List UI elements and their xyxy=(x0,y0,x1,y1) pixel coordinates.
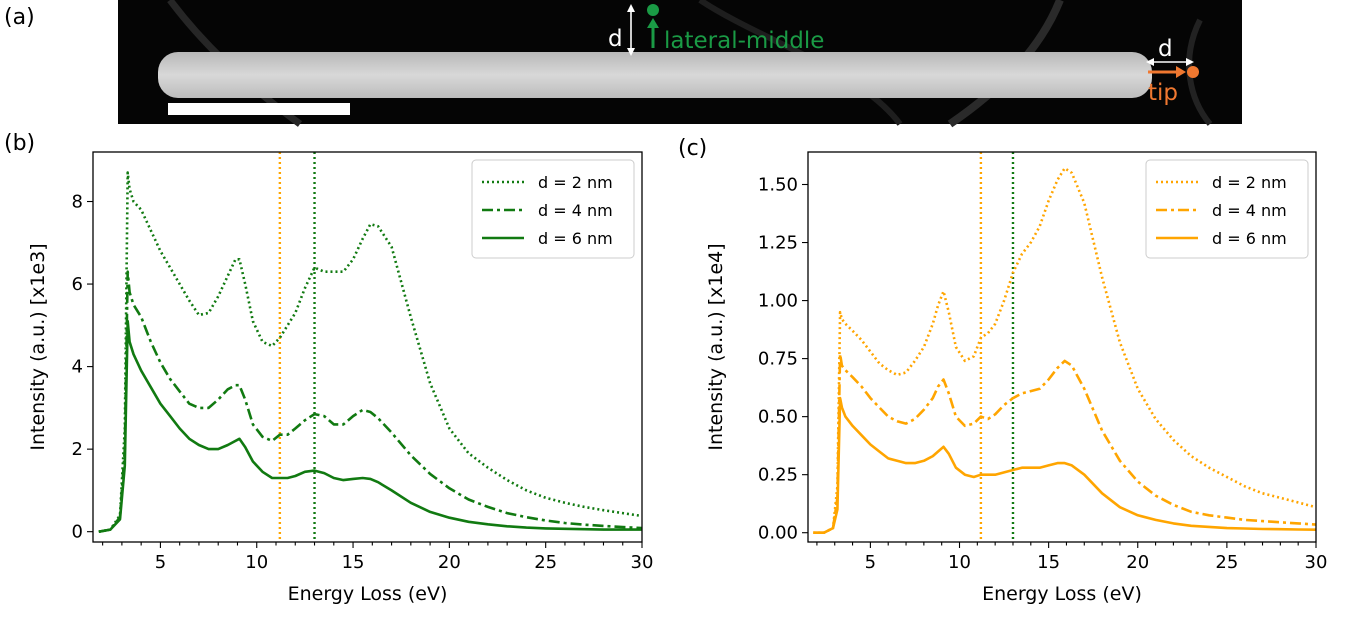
nanowire-rod xyxy=(158,52,1152,98)
chart-c-y-tick-label: 0.00 xyxy=(758,523,798,544)
chart-c-x-tick-label: 25 xyxy=(1215,552,1238,573)
lateral-middle-label: lateral-middle xyxy=(664,28,824,54)
chart-b-legend-entry-2: d = 4 nm xyxy=(538,201,613,220)
spectrum-chart-tip: 5 10 15 20 25 30 0.00 0.25 0.50 0.75 1.00 1.25 1.50 E… xyxy=(705,151,1328,605)
chart-b-series-line-2 xyxy=(98,270,643,533)
chart-b-axes-frame xyxy=(92,151,643,543)
chart-c-y-tick-label: 0.50 xyxy=(758,407,798,428)
chart-b-y-tick-label: 4 xyxy=(72,357,83,378)
chart-b-y-axis-label: Intensity (a.u.) [x1e3] xyxy=(27,243,49,450)
chart-c-series-line-3 xyxy=(813,396,1317,534)
arrow-head-icon xyxy=(627,48,635,56)
tip-probe-marker xyxy=(1187,66,1199,78)
arrow-right-icon xyxy=(1176,66,1186,78)
lateral-probe-marker xyxy=(647,4,659,16)
chart-c-y-tick-label: 1.50 xyxy=(758,175,798,196)
chart-b-y-tick-label: 2 xyxy=(72,439,83,460)
chart-c-x-tick-label: 30 xyxy=(1305,552,1328,573)
chart-b-legend-entry-3: d = 6 nm xyxy=(538,229,613,248)
panel-label-c: (c) xyxy=(678,136,707,161)
chart-c-legend-box xyxy=(1145,159,1309,259)
chart-c-x-tick-label: 5 xyxy=(865,552,876,573)
panel-label-a: (a) xyxy=(4,5,35,30)
panel-label-b: (b) xyxy=(4,131,35,156)
spectrum-chart-lateral: 5 10 15 20 25 30 0 2 4 6 8 Energy Loss (eV) Intensit… xyxy=(27,151,654,605)
chart-b-x-tick-label: 10 xyxy=(245,552,268,573)
chart-b-series-line-3 xyxy=(98,319,642,533)
chart-c-series-line-1 xyxy=(813,166,1317,534)
chart-b-x-tick-label: 20 xyxy=(438,552,461,573)
chart-c-series-line-2 xyxy=(813,352,1317,534)
chart-c-legend-entry-2: d = 4 nm xyxy=(1212,201,1287,220)
chart-c-y-tick-label: 1.00 xyxy=(758,291,798,312)
chart-b-y-tick-label: 0 xyxy=(72,522,83,543)
chart-b-series-line-1 xyxy=(98,171,643,533)
chart-b-x-axis-label: Energy Loss (eV) xyxy=(288,583,448,605)
chart-c-x-tick-label: 15 xyxy=(1037,552,1060,573)
lateral-distance-symbol: d xyxy=(608,26,623,52)
chart-c-legend-entry-1: d = 2 nm xyxy=(1212,173,1287,192)
tip-label: tip xyxy=(1148,80,1178,106)
chart-c-x-tick-label: 10 xyxy=(948,552,971,573)
chart-c-y-tick-label: 0.75 xyxy=(758,349,798,370)
arrow-up-icon xyxy=(647,18,659,28)
scale-bar xyxy=(168,103,350,115)
chart-c-y-tick-label: 1.25 xyxy=(758,233,798,254)
background-fiber xyxy=(1186,18,1213,126)
chart-c-legend-entry-3: d = 6 nm xyxy=(1212,229,1287,248)
arrow-head-icon xyxy=(1146,58,1154,66)
arrow-head-icon xyxy=(1186,58,1194,66)
chart-b-x-tick-label: 15 xyxy=(342,552,365,573)
chart-b-legend-entry-1: d = 2 nm xyxy=(538,173,613,192)
chart-c-x-tick-label: 20 xyxy=(1126,552,1149,573)
chart-b-x-tick-label: 5 xyxy=(155,552,166,573)
chart-b-x-tick-label: 25 xyxy=(534,552,557,573)
micrograph-panel: d lateral-middle d tip xyxy=(118,0,1242,128)
chart-c-y-tick-label: 0.25 xyxy=(758,465,798,486)
chart-c-y-axis-label: Intensity (a.u.) [x1e4] xyxy=(705,243,727,450)
tip-distance-symbol: d xyxy=(1158,36,1173,62)
arrow-head-icon xyxy=(627,4,635,12)
chart-b-x-tick-label: 30 xyxy=(631,552,654,573)
chart-b-y-tick-label: 8 xyxy=(72,192,83,213)
chart-b-y-tick-label: 6 xyxy=(72,274,83,295)
chart-c-x-axis-label: Energy Loss (eV) xyxy=(982,583,1142,605)
chart-b-legend-box xyxy=(471,159,635,259)
chart-c-axes-frame xyxy=(807,151,1317,543)
